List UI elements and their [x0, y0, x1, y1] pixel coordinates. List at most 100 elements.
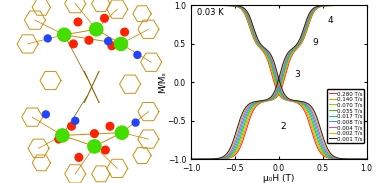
0.017 T/s — [354, 4, 359, 7]
0.035 T/s — [354, 4, 359, 7]
0.280 T/s — [194, 4, 198, 7]
Circle shape — [70, 40, 77, 48]
0.001 T/s — [189, 4, 193, 7]
0.035 T/s — [290, 51, 294, 53]
0.008 T/s — [364, 158, 369, 160]
0.004 T/s — [354, 4, 359, 7]
0.004 T/s — [203, 4, 207, 7]
0.004 T/s — [364, 158, 369, 160]
0.280 T/s — [347, 158, 351, 160]
0.017 T/s — [364, 158, 369, 160]
0.140 T/s — [347, 158, 351, 160]
Line: 0.001 T/s: 0.001 T/s — [191, 5, 367, 159]
0.001 T/s — [203, 4, 207, 7]
0.002 T/s — [354, 4, 359, 7]
0.001 T/s — [354, 4, 359, 7]
0.017 T/s — [364, 4, 369, 7]
Circle shape — [115, 37, 127, 51]
Circle shape — [90, 23, 103, 36]
0.070 T/s — [203, 4, 207, 7]
0.017 T/s — [194, 4, 198, 7]
Text: 0.03 K: 0.03 K — [197, 8, 224, 17]
0.008 T/s — [354, 4, 359, 7]
0.001 T/s — [364, 4, 369, 7]
0.280 T/s — [364, 4, 369, 7]
0.008 T/s — [354, 4, 359, 7]
Circle shape — [115, 126, 129, 139]
0.017 T/s — [347, 158, 351, 160]
0.004 T/s — [347, 158, 351, 160]
Circle shape — [57, 28, 71, 41]
0.035 T/s — [364, 4, 369, 7]
Line: 0.280 T/s: 0.280 T/s — [191, 5, 367, 159]
0.008 T/s — [364, 4, 369, 7]
0.140 T/s — [364, 158, 369, 160]
0.280 T/s — [203, 4, 207, 7]
0.070 T/s — [354, 4, 359, 7]
0.017 T/s — [189, 4, 193, 7]
0.002 T/s — [194, 4, 198, 7]
Line: 0.035 T/s: 0.035 T/s — [191, 5, 367, 159]
Circle shape — [102, 146, 109, 154]
0.008 T/s — [194, 4, 198, 7]
0.001 T/s — [347, 158, 351, 160]
0.070 T/s — [354, 4, 359, 7]
0.002 T/s — [364, 4, 369, 7]
0.280 T/s — [189, 4, 193, 7]
0.140 T/s — [189, 4, 193, 7]
0.280 T/s — [354, 4, 359, 7]
0.140 T/s — [354, 4, 359, 7]
Circle shape — [121, 28, 129, 36]
0.280 T/s — [290, 54, 294, 56]
0.140 T/s — [354, 4, 359, 7]
0.008 T/s — [347, 158, 351, 160]
0.002 T/s — [364, 158, 369, 160]
0.035 T/s — [364, 158, 369, 160]
0.017 T/s — [203, 4, 207, 7]
0.004 T/s — [290, 49, 294, 51]
Line: 0.002 T/s: 0.002 T/s — [191, 5, 367, 159]
Circle shape — [134, 51, 141, 58]
Text: 3: 3 — [294, 70, 301, 79]
0.008 T/s — [189, 4, 193, 7]
0.002 T/s — [290, 48, 294, 50]
0.035 T/s — [194, 4, 198, 7]
0.035 T/s — [189, 4, 193, 7]
0.002 T/s — [203, 4, 207, 7]
0.070 T/s — [189, 4, 193, 7]
Circle shape — [55, 135, 63, 143]
0.070 T/s — [290, 52, 294, 54]
0.035 T/s — [347, 158, 351, 160]
Circle shape — [56, 129, 69, 142]
0.140 T/s — [194, 4, 198, 7]
Circle shape — [108, 42, 116, 50]
Y-axis label: M/Mₛ: M/Mₛ — [157, 71, 166, 93]
0.002 T/s — [189, 4, 193, 7]
Text: 9: 9 — [312, 38, 318, 47]
0.001 T/s — [290, 48, 294, 50]
Line: 0.004 T/s: 0.004 T/s — [191, 5, 367, 159]
0.002 T/s — [347, 158, 351, 160]
0.140 T/s — [203, 4, 207, 7]
0.070 T/s — [364, 158, 369, 160]
Line: 0.008 T/s: 0.008 T/s — [191, 5, 367, 159]
0.280 T/s — [354, 4, 359, 7]
Circle shape — [85, 36, 93, 44]
0.001 T/s — [364, 158, 369, 160]
0.070 T/s — [364, 4, 369, 7]
0.140 T/s — [364, 4, 369, 7]
0.017 T/s — [290, 50, 294, 52]
0.002 T/s — [354, 4, 359, 7]
Circle shape — [42, 111, 50, 118]
Circle shape — [44, 35, 51, 42]
0.008 T/s — [290, 49, 294, 52]
Circle shape — [101, 14, 108, 22]
0.004 T/s — [189, 4, 193, 7]
Circle shape — [106, 122, 114, 130]
0.001 T/s — [194, 4, 198, 7]
0.004 T/s — [364, 4, 369, 7]
Circle shape — [75, 154, 83, 161]
0.035 T/s — [354, 4, 359, 7]
Circle shape — [72, 117, 79, 124]
0.140 T/s — [290, 53, 294, 55]
